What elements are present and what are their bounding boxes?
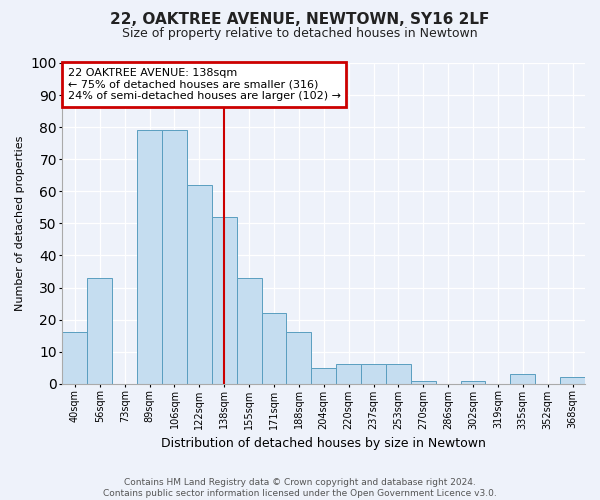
Bar xyxy=(212,217,236,384)
Bar xyxy=(336,364,361,384)
Bar xyxy=(311,368,336,384)
Text: Size of property relative to detached houses in Newtown: Size of property relative to detached ho… xyxy=(122,28,478,40)
Bar xyxy=(461,380,485,384)
Bar xyxy=(386,364,411,384)
Bar xyxy=(286,332,311,384)
Bar xyxy=(187,185,212,384)
Bar xyxy=(511,374,535,384)
Bar xyxy=(62,332,88,384)
Bar xyxy=(262,313,286,384)
Bar xyxy=(162,130,187,384)
Bar xyxy=(361,364,386,384)
X-axis label: Distribution of detached houses by size in Newtown: Distribution of detached houses by size … xyxy=(161,437,486,450)
Y-axis label: Number of detached properties: Number of detached properties xyxy=(15,136,25,311)
Text: 22, OAKTREE AVENUE, NEWTOWN, SY16 2LF: 22, OAKTREE AVENUE, NEWTOWN, SY16 2LF xyxy=(110,12,490,28)
Bar xyxy=(236,278,262,384)
Bar xyxy=(88,278,112,384)
Bar xyxy=(560,378,585,384)
Text: Contains HM Land Registry data © Crown copyright and database right 2024.
Contai: Contains HM Land Registry data © Crown c… xyxy=(103,478,497,498)
Bar xyxy=(411,380,436,384)
Bar xyxy=(137,130,162,384)
Text: 22 OAKTREE AVENUE: 138sqm
← 75% of detached houses are smaller (316)
24% of semi: 22 OAKTREE AVENUE: 138sqm ← 75% of detac… xyxy=(68,68,341,101)
